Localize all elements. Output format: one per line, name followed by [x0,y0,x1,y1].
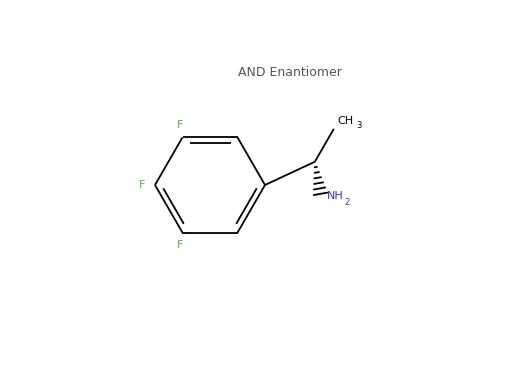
Text: CH: CH [338,116,354,126]
Text: AND Enantiomer: AND Enantiomer [238,65,342,79]
Text: F: F [139,180,145,190]
Text: F: F [177,240,184,250]
Text: 3: 3 [356,121,361,130]
Text: 2: 2 [345,198,350,207]
Text: NH: NH [326,191,343,201]
Text: F: F [177,120,184,130]
